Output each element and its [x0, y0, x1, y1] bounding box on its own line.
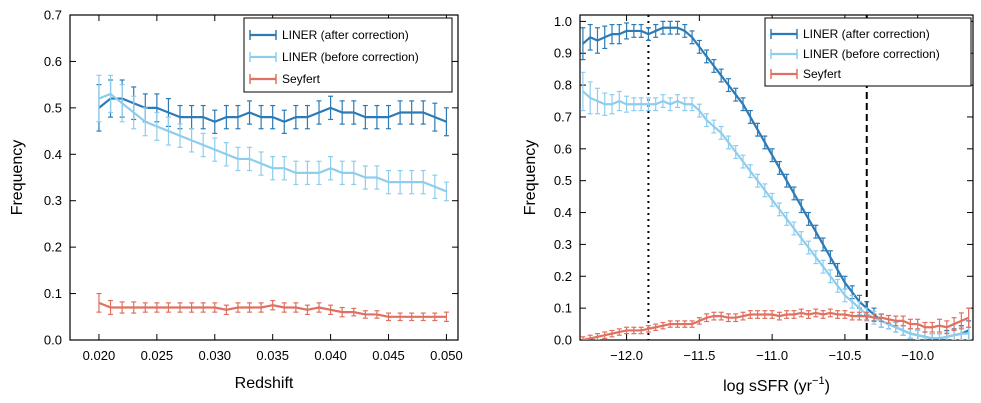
- series-line: [582, 90, 969, 340]
- x-tick-label: 0.045: [372, 348, 405, 363]
- x-tick-label: −11.5: [683, 348, 715, 363]
- x-axis-label: Redshift: [235, 375, 294, 392]
- data-layer: [580, 15, 972, 340]
- x-tick-label: −12.0: [610, 348, 643, 363]
- series-line: [582, 311, 970, 340]
- x-tick-label: 0.050: [430, 348, 463, 363]
- legend-label: LINER (after correction): [282, 28, 409, 42]
- y-tick-label: 1.0: [554, 14, 572, 29]
- y-tick-label: 0.7: [44, 8, 62, 23]
- legend-item: LINER (after correction): [249, 28, 409, 42]
- x-tick-label: 0.020: [83, 348, 116, 363]
- legend-box: [243, 17, 453, 93]
- y-tick-label: 0.1: [554, 301, 572, 316]
- data-layer: [96, 74, 449, 323]
- legend-label: Seyfert: [282, 72, 321, 86]
- y-tick-label: 0.0: [554, 333, 572, 348]
- y-tick-label: 0.2: [554, 269, 572, 284]
- legend-item: Seyfert: [249, 72, 321, 86]
- x-tick-label: −10.5: [828, 348, 861, 363]
- legend-label: LINER (after correction): [803, 27, 930, 41]
- y-tick-label: 0.9: [554, 46, 572, 61]
- y-tick-label: 0.4: [44, 147, 62, 162]
- legend: LINER (after correction) LINER (before co…: [764, 17, 972, 87]
- legend-item: LINER (before correction): [249, 50, 419, 64]
- y-tick-label: 0.6: [44, 54, 62, 69]
- legend-item: LINER (after correction): [770, 27, 930, 41]
- legend-label: LINER (before correction): [282, 50, 419, 64]
- legend-label: Seyfert: [803, 67, 842, 81]
- x-tick-label: 0.035: [256, 348, 289, 363]
- series-line: [98, 92, 447, 193]
- y-tick-label: 0.3: [554, 237, 572, 252]
- legend-label: LINER (before correction): [803, 47, 940, 61]
- y-tick-label: 0.3: [44, 193, 62, 208]
- series-line: [98, 97, 447, 123]
- y-tick-label: 0.5: [554, 173, 572, 188]
- legend-item: Seyfert: [770, 67, 842, 81]
- x-axis-label: log sSFR (yr−1): [723, 375, 830, 395]
- y-tick-label: 0.4: [554, 205, 572, 220]
- y-tick-label: 0.7: [554, 109, 572, 124]
- legend-box: [764, 17, 972, 87]
- ssfr-chart: −12.0 −11.5 −11.0 −10.5 −10.0 0.0 0.1 0.2 0.3 0.4…: [522, 14, 974, 395]
- series-line: [98, 301, 447, 318]
- x-tick-label: 0.030: [199, 348, 232, 363]
- x-tick-label: 0.025: [141, 348, 174, 363]
- series-liner-before-correction: [96, 74, 449, 202]
- x-tick-label: −10.0: [901, 348, 934, 363]
- legend: LINER (after correction) LINER (before co…: [243, 17, 453, 93]
- series-seyfert: [580, 307, 972, 340]
- redshift-chart: 0.020 0.025 0.030 0.035 0.040 0.045 0.050 0.0 0.…: [9, 8, 463, 393]
- y-tick-label: 0.0: [44, 333, 62, 348]
- y-axis-label: Frequency: [9, 140, 26, 216]
- y-tick-label: 0.2: [44, 240, 62, 255]
- x-tick-label: 0.040: [314, 348, 347, 363]
- y-tick-label: 0.1: [44, 286, 62, 301]
- y-axis-label: Frequency: [522, 140, 539, 216]
- x-tick-label: −11.0: [756, 348, 788, 363]
- y-tick-label: 0.6: [554, 141, 572, 156]
- legend-item: LINER (before correction): [770, 47, 940, 61]
- y-tick-label: 0.8: [554, 78, 572, 93]
- series-seyfert: [96, 292, 449, 323]
- y-tick-label: 0.5: [44, 100, 62, 115]
